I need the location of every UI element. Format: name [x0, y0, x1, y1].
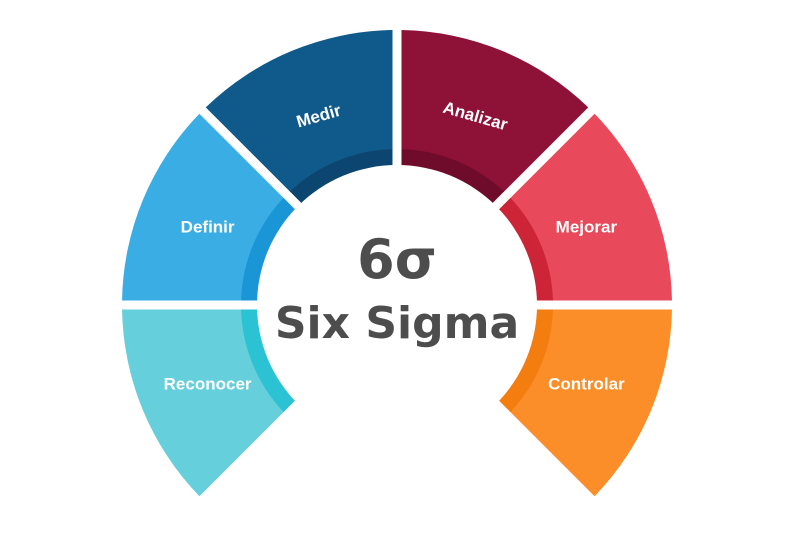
segment-label: Mejorar: [556, 218, 618, 237]
segment-outer-band: [122, 309, 285, 497]
segment-outer-band: [401, 30, 589, 193]
segment-outer-band: [509, 113, 672, 301]
segment-label: Definir: [181, 218, 235, 237]
segment-outer-band: [509, 309, 672, 497]
segment-outer-band: [205, 30, 393, 193]
segment-label: Reconocer: [164, 374, 252, 393]
segment-label: Controlar: [548, 374, 625, 393]
center-title: Six Sigma: [275, 298, 519, 349]
center-disc: [257, 165, 537, 445]
segment-outer-band: [122, 113, 285, 301]
center-symbol: 6σ: [357, 228, 437, 291]
